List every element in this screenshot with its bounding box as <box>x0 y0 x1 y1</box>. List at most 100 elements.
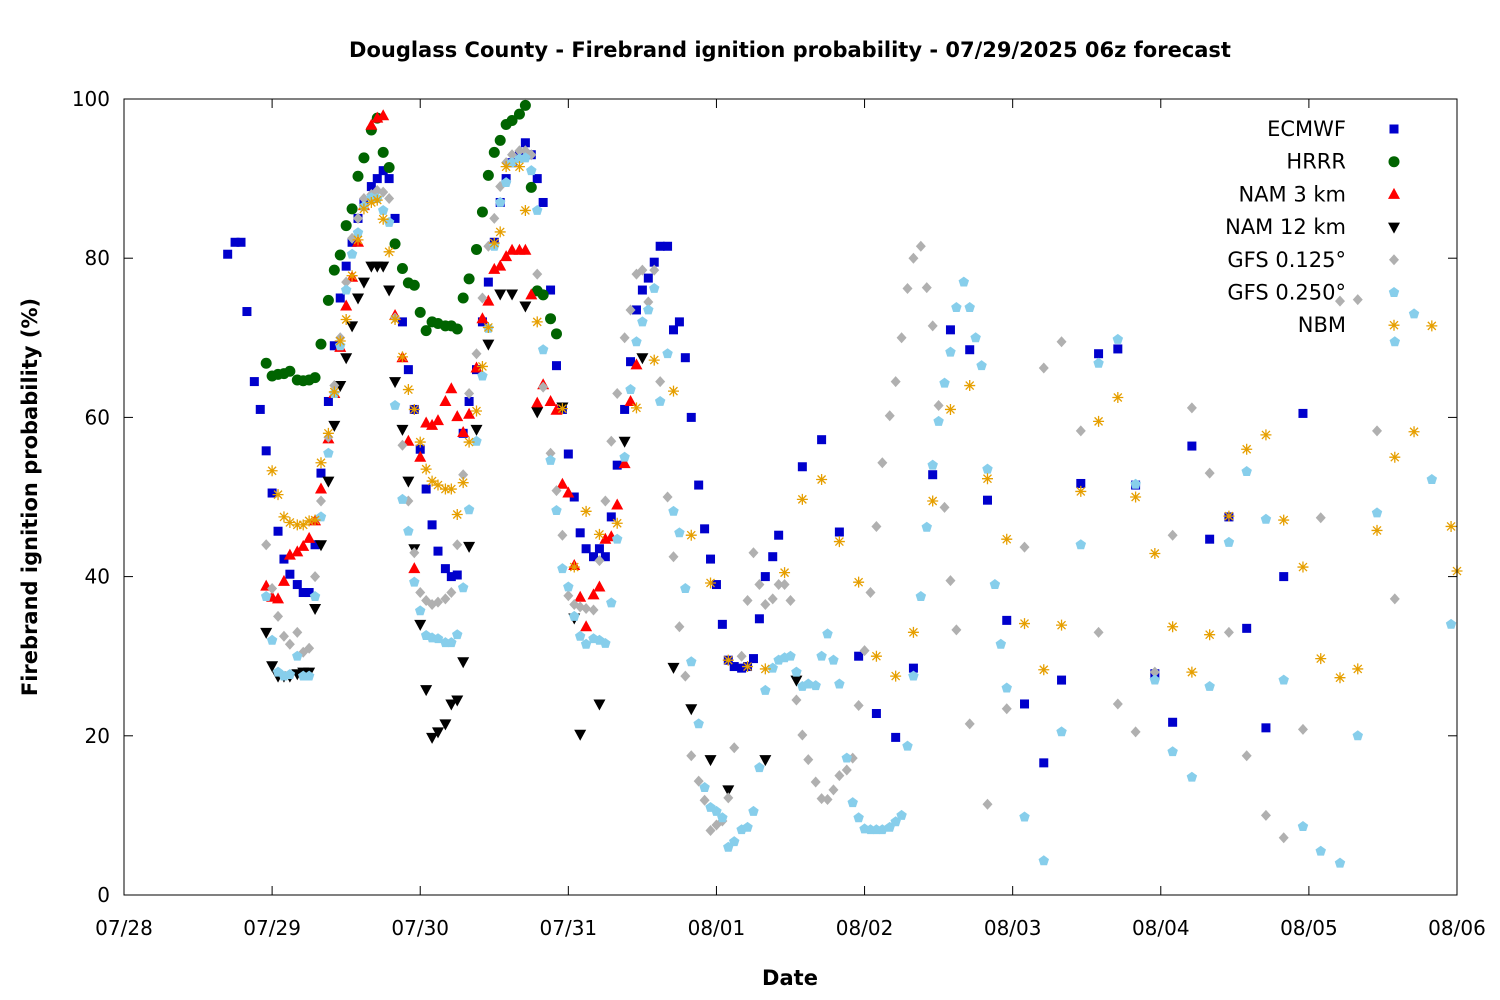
data-point <box>284 516 296 528</box>
data-point <box>1039 758 1049 768</box>
data-point <box>519 301 532 313</box>
data-point <box>451 410 464 422</box>
data-point <box>891 732 901 742</box>
data-point <box>519 99 531 111</box>
data-point <box>532 204 543 215</box>
data-point <box>408 562 421 574</box>
data-point <box>816 793 827 805</box>
data-point <box>865 587 876 599</box>
data-point <box>526 165 537 176</box>
data-point <box>964 302 975 312</box>
data-point <box>760 684 771 695</box>
legend: ECMWF HRRR NAM 3 km NAM 12 km GFS 0.125° GFS … <box>1225 117 1400 337</box>
data-point <box>446 587 457 599</box>
data-point <box>1279 572 1289 582</box>
data-point <box>291 545 304 557</box>
data-point <box>693 775 704 787</box>
data-point <box>551 361 561 371</box>
data-point <box>309 603 322 615</box>
data-point <box>267 583 278 595</box>
data-point <box>520 138 530 148</box>
data-point <box>489 212 500 224</box>
data-point <box>352 293 365 305</box>
data-point <box>273 526 283 536</box>
data-point <box>483 277 493 287</box>
data-point <box>1019 811 1030 822</box>
data-point <box>266 634 278 645</box>
data-point <box>619 332 630 344</box>
data-point <box>796 493 808 505</box>
data-point <box>432 479 444 491</box>
legend-marker <box>1388 187 1400 199</box>
data-point <box>945 325 955 335</box>
data-point <box>531 407 544 419</box>
legend-marker <box>1389 124 1399 134</box>
data-point <box>711 805 722 816</box>
data-point <box>674 317 684 327</box>
data-point <box>699 794 710 806</box>
data-point <box>316 468 326 478</box>
data-point <box>1001 703 1012 715</box>
data-point <box>637 285 647 295</box>
data-point <box>742 661 754 673</box>
data-point <box>1297 821 1309 831</box>
data-point <box>1223 536 1235 547</box>
data-point <box>928 470 938 480</box>
data-point <box>970 332 981 343</box>
data-point <box>384 193 395 204</box>
data-point <box>506 114 518 126</box>
data-point <box>1242 623 1252 633</box>
data-point <box>668 551 679 563</box>
data-point <box>284 669 296 679</box>
data-point <box>328 386 340 398</box>
data-point <box>655 376 666 388</box>
data-point <box>1445 618 1457 629</box>
legend-label: ECMWF <box>1267 117 1346 141</box>
y-tick-label: 40 <box>85 565 110 589</box>
data-point <box>519 243 532 255</box>
data-point <box>383 285 396 297</box>
data-point <box>649 257 659 267</box>
data-point <box>1241 750 1252 762</box>
data-point <box>273 610 284 622</box>
data-point <box>261 446 271 456</box>
data-point <box>767 662 778 673</box>
data-point <box>686 412 696 422</box>
data-point <box>267 488 277 498</box>
data-point <box>532 174 542 184</box>
data-point <box>1278 514 1290 526</box>
data-point <box>833 536 845 548</box>
data-point <box>742 594 753 606</box>
data-point <box>1315 845 1326 856</box>
y-tick-label: 100 <box>72 87 110 111</box>
data-point <box>964 718 975 730</box>
data-point <box>346 321 359 333</box>
data-point <box>1002 615 1012 625</box>
data-point <box>1112 392 1124 403</box>
data-point <box>482 169 494 181</box>
data-point <box>531 316 543 328</box>
data-point <box>1130 726 1141 738</box>
data-point <box>1093 415 1105 427</box>
data-point <box>976 360 987 371</box>
data-point <box>390 213 400 223</box>
data-point <box>1389 593 1400 605</box>
data-point <box>476 206 488 218</box>
data-point <box>1298 408 1308 418</box>
data-point <box>760 572 770 582</box>
data-point <box>358 152 370 164</box>
data-point <box>451 323 463 335</box>
data-point <box>323 396 333 406</box>
data-point <box>1168 717 1178 727</box>
data-point <box>427 520 437 530</box>
data-point <box>1038 362 1049 374</box>
data-point <box>377 261 390 273</box>
data-point <box>378 166 388 176</box>
data-point <box>1408 426 1420 438</box>
data-point <box>340 220 352 232</box>
x-tick-label: 08/05 <box>1280 916 1338 940</box>
data-point <box>328 420 341 432</box>
data-point <box>506 157 518 168</box>
data-point <box>291 519 303 531</box>
data-point <box>471 348 482 360</box>
